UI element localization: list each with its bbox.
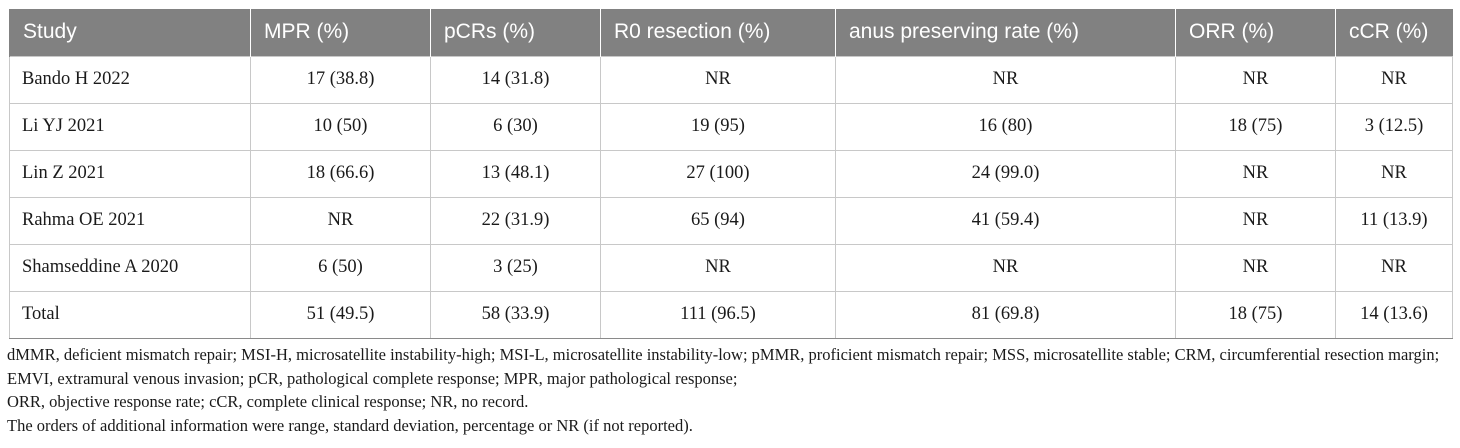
cell-study: Li YJ 2021 xyxy=(9,102,251,151)
cell-r0-resection: 111 (96.5) xyxy=(600,290,836,339)
table-body: Bando H 2022 17 (38.8) 14 (31.8) NR NR N… xyxy=(9,55,1453,339)
header-row: Study MPR (%) pCRs (%) R0 resection (%) … xyxy=(9,9,1453,56)
cell-anus-preserving-rate: NR xyxy=(835,55,1176,104)
cell-mpr: 6 (50) xyxy=(250,243,431,292)
cell-r0-resection: NR xyxy=(600,243,836,292)
cell-pcrs: 6 (30) xyxy=(430,102,601,151)
cell-r0-resection: 19 (95) xyxy=(600,102,836,151)
cell-ccr: 11 (13.9) xyxy=(1335,196,1453,245)
footnote-additional-info: The orders of additional information wer… xyxy=(7,415,693,435)
cell-orr: 18 (75) xyxy=(1175,102,1336,151)
cell-orr: NR xyxy=(1175,149,1336,198)
table-row: Bando H 2022 17 (38.8) 14 (31.8) NR NR N… xyxy=(9,55,1453,104)
cell-r0-resection: 27 (100) xyxy=(600,149,836,198)
cell-anus-preserving-rate: 81 (69.8) xyxy=(835,290,1176,339)
cell-mpr: 18 (66.6) xyxy=(250,149,431,198)
table-row-total: Total 51 (49.5) 58 (33.9) 111 (96.5) 81 … xyxy=(9,290,1453,339)
cell-study: Rahma OE 2021 xyxy=(9,196,251,245)
cell-anus-preserving-rate: 41 (59.4) xyxy=(835,196,1176,245)
table-row: Li YJ 2021 10 (50) 6 (30) 19 (95) 16 (80… xyxy=(9,102,1453,151)
cell-orr: NR xyxy=(1175,55,1336,104)
cell-mpr: 17 (38.8) xyxy=(250,55,431,104)
cell-orr: 18 (75) xyxy=(1175,290,1336,339)
cell-pcrs: 13 (48.1) xyxy=(430,149,601,198)
cell-ccr: 14 (13.6) xyxy=(1335,290,1453,339)
cell-anus-preserving-rate: 16 (80) xyxy=(835,102,1176,151)
cell-pcrs: 58 (33.9) xyxy=(430,290,601,339)
cell-r0-resection: NR xyxy=(600,55,836,104)
cell-pcrs: 3 (25) xyxy=(430,243,601,292)
cell-anus-preserving-rate: NR xyxy=(835,243,1176,292)
column-header-orr: ORR (%) xyxy=(1175,9,1336,56)
table-header: Study MPR (%) pCRs (%) R0 resection (%) … xyxy=(9,9,1453,56)
footnote-abbreviations-continued: ORR, objective response rate; cCR, compl… xyxy=(7,392,529,411)
column-header-study: Study xyxy=(9,9,251,56)
column-header-anus-preserving-rate: anus preserving rate (%) xyxy=(835,9,1176,56)
cell-r0-resection: 65 (94) xyxy=(600,196,836,245)
cell-ccr: 3 (12.5) xyxy=(1335,102,1453,151)
column-header-pcrs: pCRs (%) xyxy=(430,9,601,56)
cell-study: Bando H 2022 xyxy=(9,55,251,104)
table-row: Shamseddine A 2020 6 (50) 3 (25) NR NR N… xyxy=(9,243,1453,292)
cell-ccr: NR xyxy=(1335,149,1453,198)
cell-ccr: NR xyxy=(1335,55,1453,104)
cell-anus-preserving-rate: 24 (99.0) xyxy=(835,149,1176,198)
cell-study: Lin Z 2021 xyxy=(9,149,251,198)
cell-orr: NR xyxy=(1175,243,1336,292)
cell-pcrs: 22 (31.9) xyxy=(430,196,601,245)
cell-ccr: NR xyxy=(1335,243,1453,292)
cell-pcrs: 14 (31.8) xyxy=(430,55,601,104)
cell-mpr: 10 (50) xyxy=(250,102,431,151)
cell-orr: NR xyxy=(1175,196,1336,245)
column-header-mpr: MPR (%) xyxy=(250,9,431,56)
results-table-container: Study MPR (%) pCRs (%) R0 resection (%) … xyxy=(9,9,1453,339)
footnote-abbreviations: dMMR, deficient mismatch repair; MSI-H, … xyxy=(7,345,1440,388)
table-row: Lin Z 2021 18 (66.6) 13 (48.1) 27 (100) … xyxy=(9,149,1453,198)
column-header-ccr: cCR (%) xyxy=(1335,9,1453,56)
cell-mpr: NR xyxy=(250,196,431,245)
column-header-r0-resection: R0 resection (%) xyxy=(600,9,836,56)
table-footnotes: dMMR, deficient mismatch repair; MSI-H, … xyxy=(7,343,1457,437)
cell-study: Total xyxy=(9,290,251,339)
table-row: Rahma OE 2021 NR 22 (31.9) 65 (94) 41 (5… xyxy=(9,196,1453,245)
cell-mpr: 51 (49.5) xyxy=(250,290,431,339)
cell-study: Shamseddine A 2020 xyxy=(9,243,251,292)
results-table: Study MPR (%) pCRs (%) R0 resection (%) … xyxy=(9,9,1453,339)
